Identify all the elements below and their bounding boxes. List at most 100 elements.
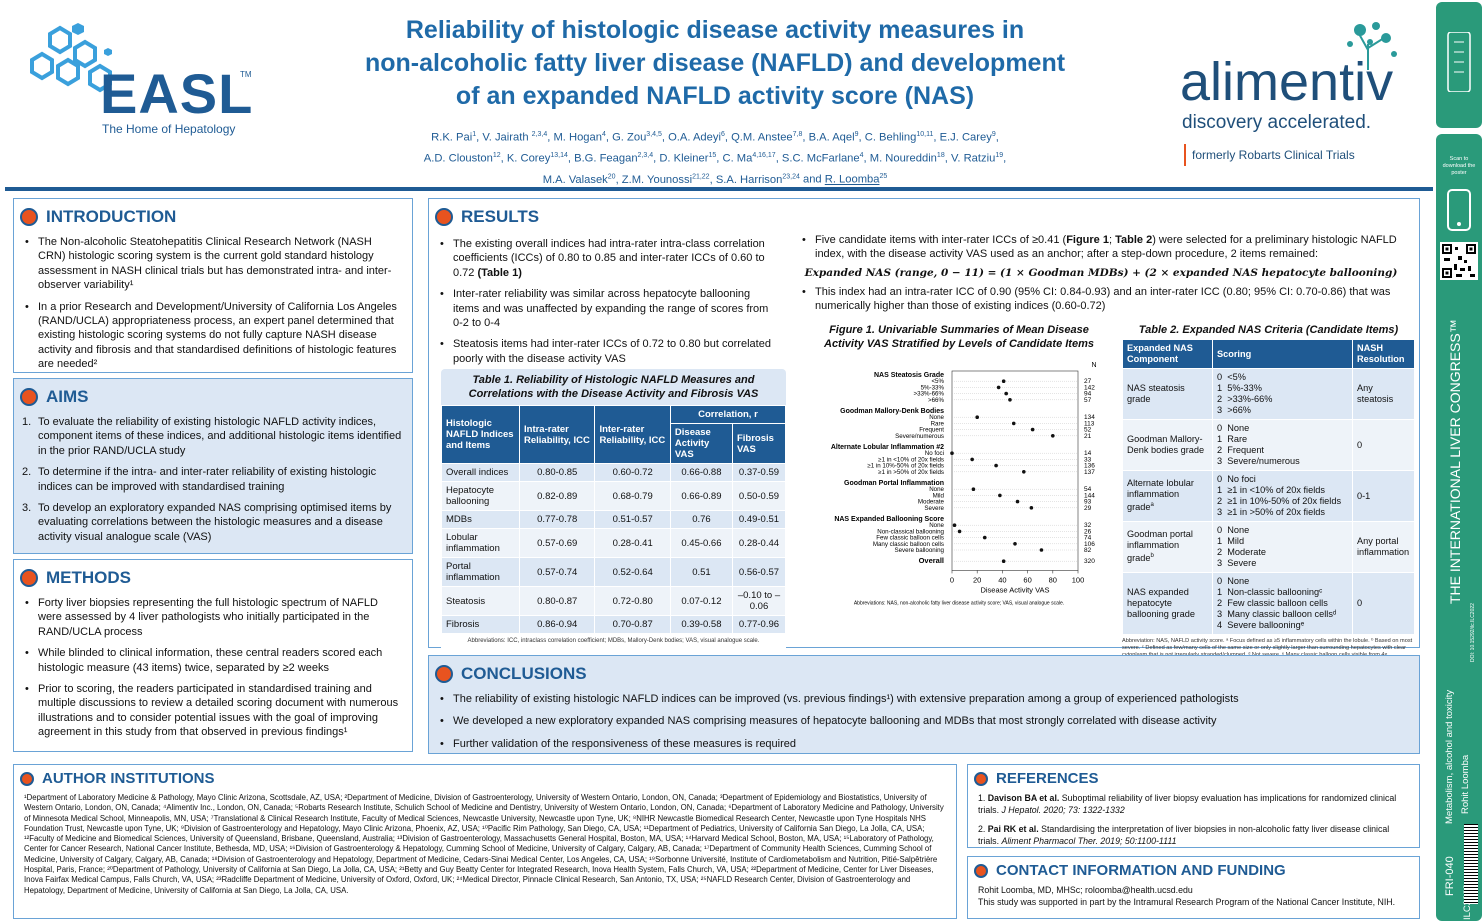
author-name: B.A. Aqel [808, 131, 855, 144]
table-cell: 0.57-0.69 [518, 528, 596, 558]
author-line-1: R.K. Pai1, V. Jairath 2,3,4, M. Hogan4, … [431, 131, 999, 144]
author-name: M.A. Valasek [542, 174, 608, 187]
table-row: NAS steatosis grade 0 <5% 1 5%-33% 2 >33%-6… [1122, 368, 1415, 420]
table-cell: 0.72-0.80 [594, 586, 671, 616]
data-point [982, 535, 987, 540]
conclusions-section: CONCLUSIONS The reliability of existing … [428, 655, 1420, 754]
contact-email[interactable]: Rohit Loomba, MD, MHSc; roloomba@health.… [978, 885, 1193, 895]
n-value: 136 [1084, 463, 1095, 470]
table-cell: 0.82-0.89 [518, 481, 596, 511]
data-point [950, 451, 954, 455]
easl-wordmark: EASL [100, 62, 254, 125]
n-header: N [1091, 362, 1096, 369]
results-heading: RESULTS [435, 207, 1419, 227]
level-label: >66% [928, 397, 944, 404]
table-cell: Overall indices [441, 463, 520, 482]
level-label: Overall [919, 556, 944, 565]
topic-label: Metabolism, alcohol and toxicity [1444, 689, 1455, 824]
table-cell: Any steatosis [1352, 368, 1415, 420]
table-cell: Any portal inflammation [1352, 521, 1415, 573]
n-value: 14 [1084, 450, 1092, 457]
list-item: Inter-rater reliability was similar acro… [439, 287, 779, 330]
group-label: Alternate Lobular Inflammation #2 [831, 444, 944, 451]
congress-name: THE INTERNATIONAL LIVER CONGRESS™ [1447, 319, 1463, 604]
introduction-heading: INTRODUCTION [20, 207, 412, 227]
table2-title: Table 2. Expanded NAS Criteria (Candidat… [1138, 324, 1399, 336]
table-row: MDBs 0.77-0.78 0.51-0.57 0.76 0.49-0.51 [441, 510, 787, 529]
institutions-text: ¹Department of Laboratory Medicine & Pat… [24, 793, 944, 895]
table-cell: 0.70-0.87 [594, 615, 671, 634]
table-cell: Portal inflammation [441, 557, 520, 587]
n-value: 144 [1084, 492, 1095, 499]
level-label: <5% [931, 378, 944, 385]
methods-heading: METHODS [20, 568, 412, 588]
table-cell: 0.80-0.87 [518, 586, 596, 616]
n-value: 93 [1084, 499, 1092, 506]
scan-label: Scan to download the poster [1442, 156, 1476, 176]
results-right-list: Five candidate items with inter-rater IC… [791, 233, 1411, 262]
table-cell: 0.86-0.94 [518, 615, 596, 634]
table-cell: 0 <5% 1 5%-33% 2 >33%-66% 3 >66% [1212, 368, 1353, 420]
table-cell: 0.51 [669, 557, 733, 587]
table-cell: 0.77-0.78 [518, 510, 596, 529]
table1-body: Overall indices 0.80-0.85 0.60-0.72 0.66-0.… [441, 463, 787, 634]
alimentiv-tree-icon [1347, 22, 1397, 70]
author-name: V. Jairath [482, 131, 532, 144]
author-name: Q.M. Anstee [731, 131, 793, 144]
data-point [1011, 421, 1016, 426]
table-cell: 0 [1352, 419, 1415, 471]
author-name: K. Corey [506, 152, 551, 165]
author-name: V. Ratziu [950, 152, 996, 165]
bullet-dot-icon [974, 863, 988, 878]
list-item: 1. To evaluate the reliability of existin… [22, 416, 402, 457]
data-point [1030, 427, 1035, 432]
institutions-section: AUTHOR INSTITUTIONS ¹Department of Labor… [13, 764, 957, 919]
table-cell: 0.51-0.57 [594, 510, 671, 529]
level-label: Few classic balloon cells [876, 535, 944, 542]
results-right-column: Five candidate items with inter-rater IC… [791, 233, 1411, 321]
table2-header: NASH Resolution [1352, 339, 1415, 369]
n-value: 106 [1084, 541, 1095, 548]
table-cell: Alternate lobular inflammation gradea [1122, 470, 1213, 522]
table-cell: 0.76 [669, 510, 733, 529]
table-cell: 0.57-0.74 [518, 557, 596, 587]
n-value: 33 [1084, 456, 1092, 463]
phone-icon [1447, 189, 1471, 231]
author-name: D. Kleiner [659, 152, 709, 165]
figure1-plot: N NAS Steatosis Grade Goodman Mallory-Denk… [831, 362, 1097, 606]
level-label: 5%-33% [921, 384, 945, 391]
data-point [952, 523, 957, 527]
n-value: 82 [1084, 547, 1092, 554]
list-item: This index had an intra-rater ICC of 0.9… [801, 285, 1401, 314]
list-item: 2. To determine if the intra- and inter-r… [22, 466, 377, 493]
data-point [970, 457, 974, 462]
expanded-nas-formula: Expanded NAS (range, 0 − 11) = (1 × Good… [804, 266, 1398, 279]
table-cell: 0.66-0.89 [669, 481, 733, 511]
table-cell: Fibrosis [441, 615, 520, 634]
table-cell: Goodman Mallory-Denk bodies grade [1122, 419, 1213, 471]
table-cell: 0.39-0.58 [669, 615, 733, 634]
level-label: None [929, 522, 944, 529]
aims-title: AIMS [46, 387, 89, 406]
introduction-section: INTRODUCTION The Non-alcoholic Steatohep… [13, 198, 413, 373]
list-item: While blinded to clinical information, t… [24, 646, 402, 675]
n-value: 54 [1084, 486, 1092, 493]
level-label: ≥1 in <10% of 20x fields [878, 456, 944, 463]
level-label: None [929, 414, 944, 421]
author-name: O.A. Adeyi [668, 131, 721, 144]
results-title: RESULTS [461, 207, 540, 226]
level-label: >33%-66% [914, 391, 945, 398]
bullet-dot-icon [20, 388, 38, 406]
qr-code[interactable] [1440, 242, 1478, 280]
alimentiv-logo: alimentiv discovery accelerated. formerl… [1180, 20, 1420, 170]
x-tick-label: 20 [973, 575, 981, 584]
results-section: RESULTS The existing overall indices had… [428, 198, 1420, 658]
table1: Table 1. Reliability of Histologic NAFLD… [441, 369, 787, 648]
bullet-dot-icon [20, 771, 34, 786]
level-label: Severe ballooning [894, 547, 944, 554]
author-name: C. Ma [722, 152, 753, 165]
level-label: No foci [925, 450, 944, 457]
table-cell: NAS expanded hepatocyte ballooning grade [1122, 572, 1213, 635]
alimentiv-tagline: discovery accelerated. [1182, 112, 1372, 133]
n-value: 29 [1084, 505, 1092, 512]
